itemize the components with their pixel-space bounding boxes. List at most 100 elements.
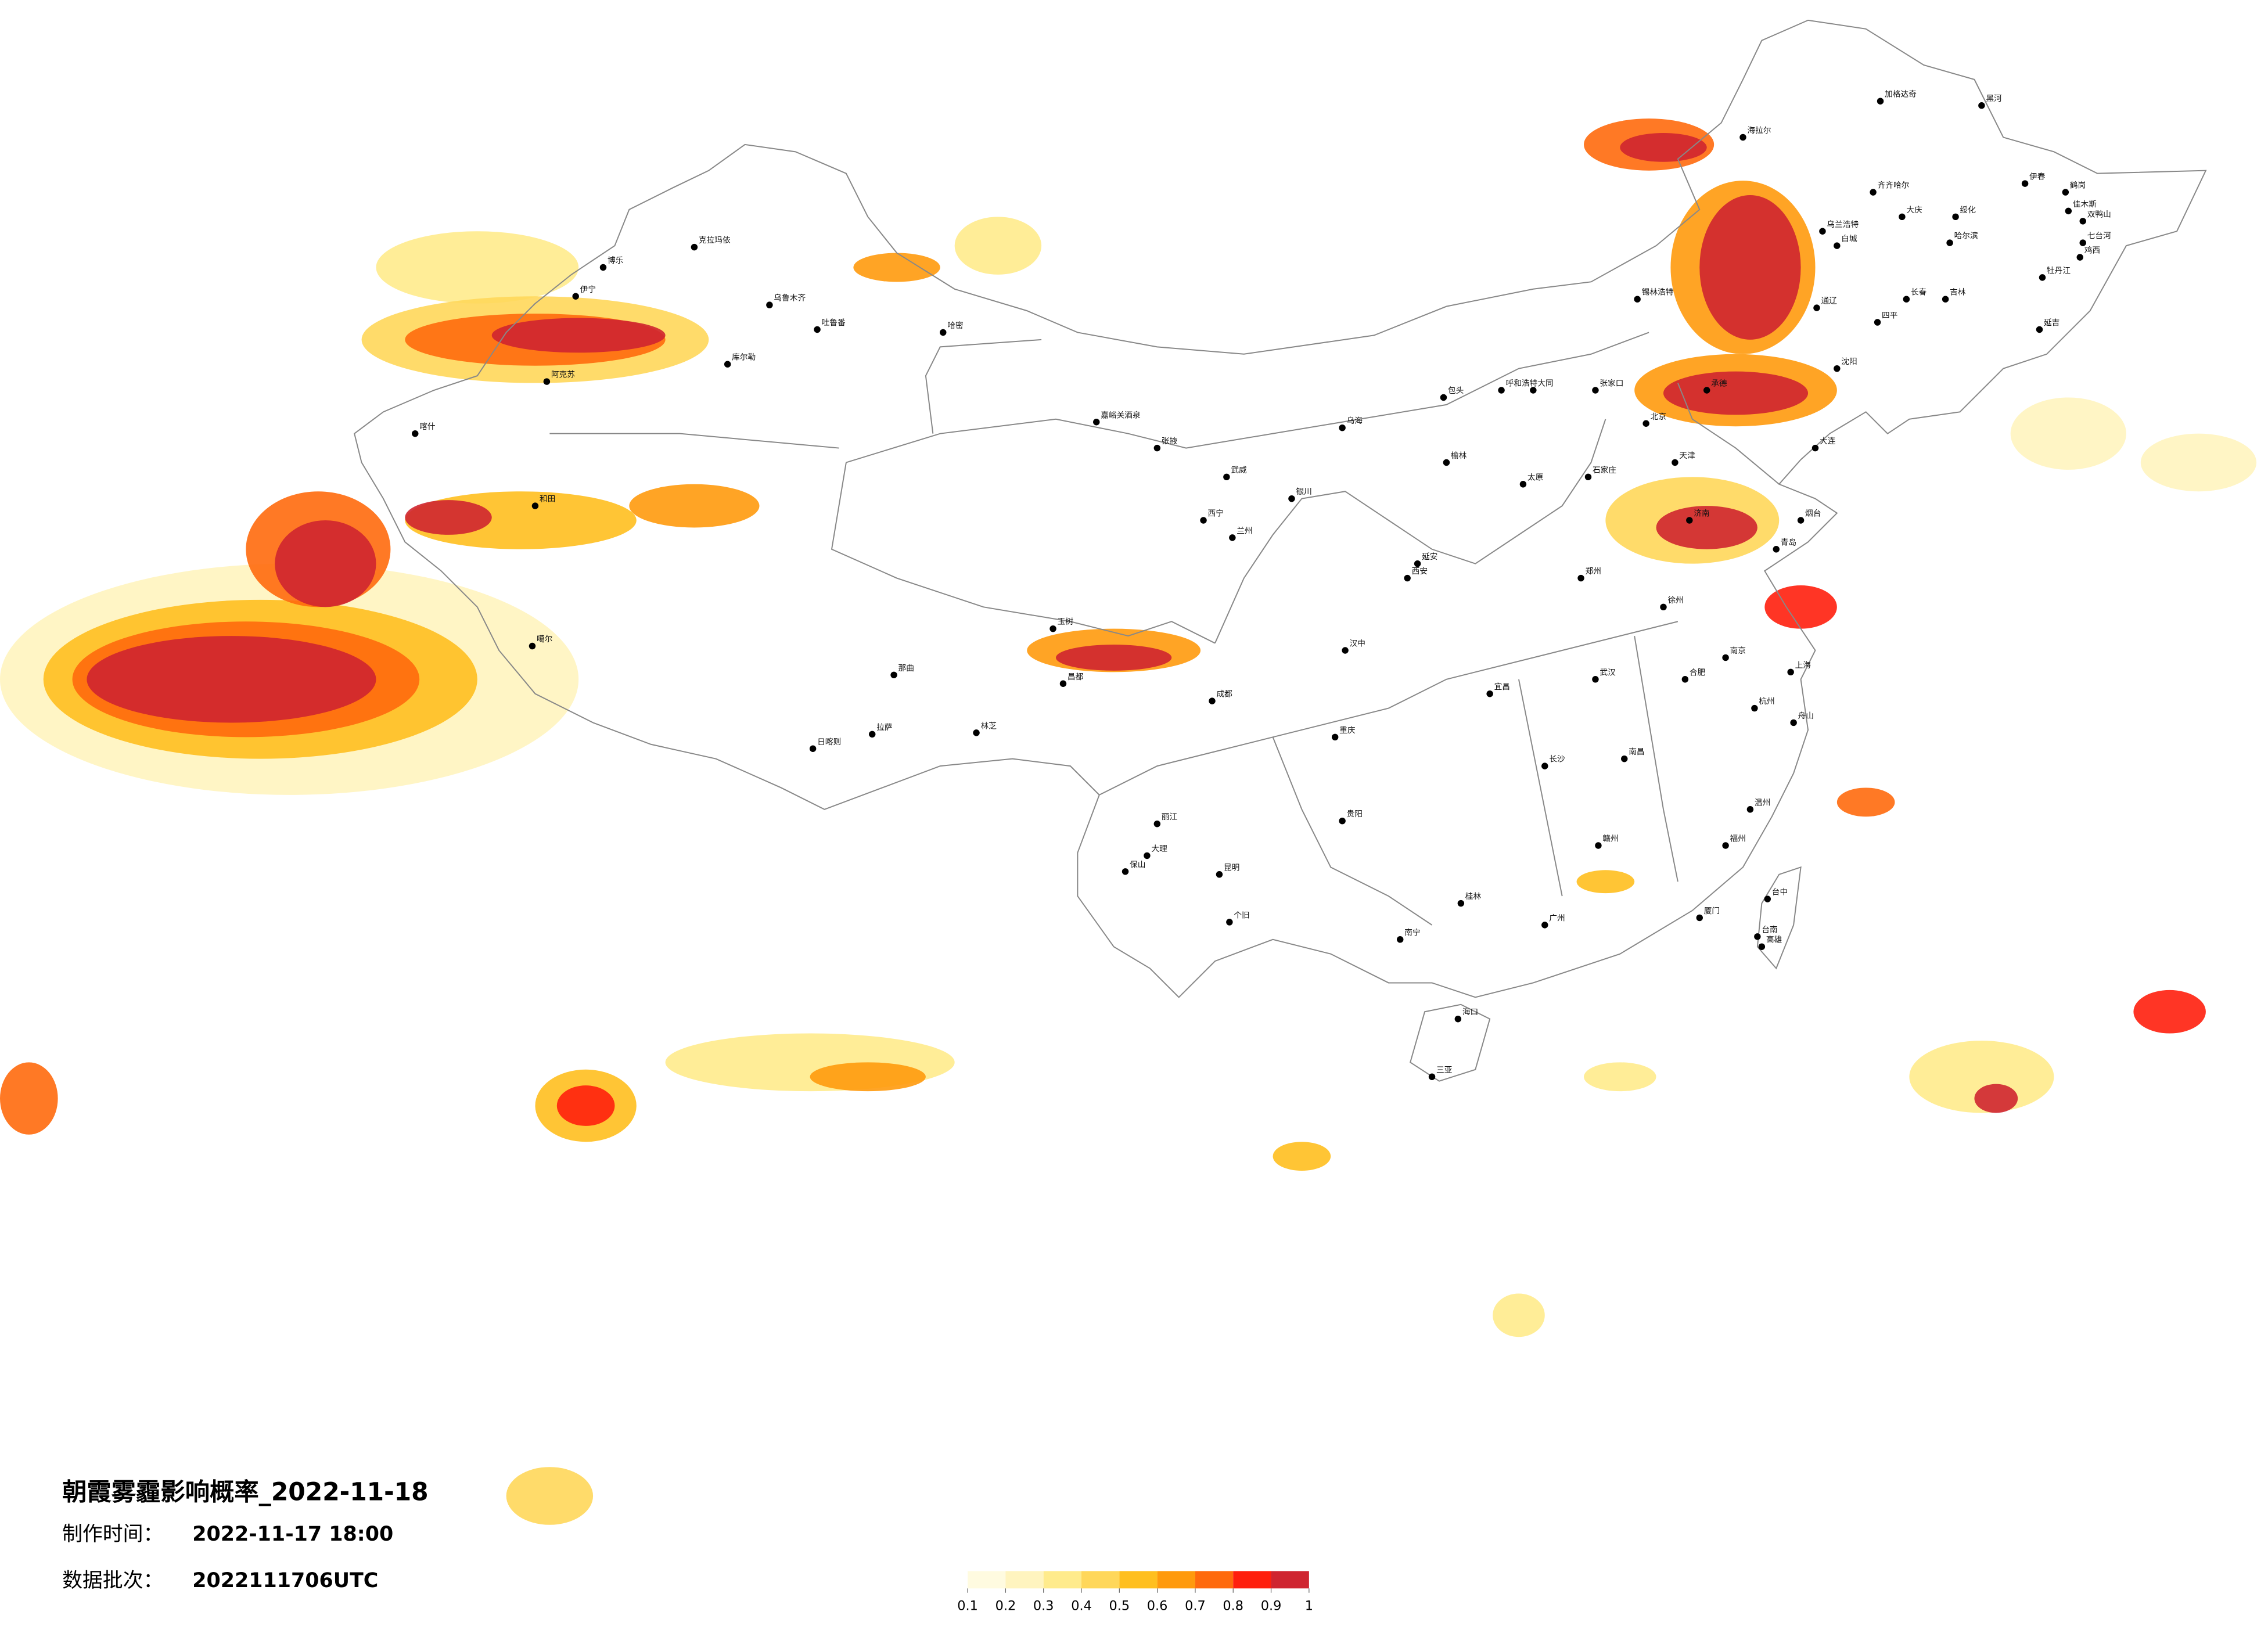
city-label: 克拉玛依 <box>699 236 731 245</box>
heat-patch <box>1273 1142 1331 1171</box>
heat-patch <box>556 1085 615 1126</box>
city-label: 青岛 <box>1781 538 1796 547</box>
city-dot <box>890 671 897 679</box>
legend-tick-label: 0.3 <box>1033 1599 1054 1614</box>
city-dot <box>1486 690 1493 697</box>
city-dot <box>814 326 821 333</box>
legend-tick-label: 0.5 <box>1109 1599 1130 1614</box>
heat-patch <box>1056 645 1172 671</box>
heat-patch <box>629 484 760 528</box>
city-dot <box>1342 647 1349 654</box>
city-dot <box>766 301 773 308</box>
city-label: 库尔勒 <box>732 353 756 362</box>
city-label: 喀什 <box>419 422 436 431</box>
city-label: 宜昌 <box>1494 682 1510 692</box>
city-dot <box>1339 817 1346 825</box>
city-label: 伊宁 <box>580 285 596 294</box>
city-dot <box>1739 134 1746 141</box>
city-label: 天津 <box>1679 451 1695 461</box>
city-label: 延吉 <box>2044 318 2059 328</box>
city-dot <box>2079 218 2086 225</box>
city-dot <box>1870 189 1877 196</box>
city-dot <box>1428 1073 1436 1080</box>
heat-patch <box>87 636 376 723</box>
city-label: 西安 <box>1412 567 1428 576</box>
heat-patch <box>1620 132 1707 162</box>
city-dot <box>724 361 731 368</box>
city-label: 厦门 <box>1704 906 1720 916</box>
city-dot <box>2021 180 2029 187</box>
country-border <box>354 19 2207 998</box>
city-dot <box>1457 900 1465 907</box>
city-dot <box>1642 420 1649 427</box>
legend-swatch <box>1043 1571 1082 1589</box>
city-dot <box>1634 296 1641 303</box>
city-dot <box>1440 394 1447 401</box>
city-label: 温州 <box>1755 798 1770 807</box>
legend-swatch <box>1233 1571 1271 1589</box>
city-label: 南京 <box>1730 646 1746 656</box>
legend-tick-label: 0.8 <box>1223 1599 1243 1614</box>
city-dot <box>1339 424 1346 431</box>
city-label: 齐齐哈尔 <box>1878 181 1910 190</box>
city-dot <box>1764 895 1771 902</box>
legend-swatch <box>1005 1571 1044 1589</box>
city-label: 张家口 <box>1600 379 1623 388</box>
heat-patch <box>2133 990 2206 1034</box>
city-label: 徐州 <box>1667 596 1683 605</box>
city-label: 桂林 <box>1465 892 1482 901</box>
city-dot <box>2076 254 2083 261</box>
city-dot <box>1498 387 1505 394</box>
city-dot <box>1877 98 1884 105</box>
city-dot <box>1660 603 1667 611</box>
city-dot <box>1153 444 1161 452</box>
city-dot <box>1414 560 1421 567</box>
city-label: 福州 <box>1730 834 1746 844</box>
city-dot <box>1122 868 1129 875</box>
city-label: 博乐 <box>608 256 624 265</box>
city-dot <box>529 642 536 650</box>
city-dot <box>1592 387 1599 394</box>
city-label: 绥化 <box>1960 206 1976 215</box>
city-label: 鸡西 <box>2084 246 2100 256</box>
city-label: 昌都 <box>1067 672 1084 682</box>
city-dot <box>1541 922 1548 929</box>
city-dot <box>1209 697 1216 704</box>
boundaries <box>354 19 2207 1082</box>
city-dot <box>1681 676 1689 683</box>
city-label: 丽江 <box>1162 812 1178 822</box>
city-label: 乌海 <box>1347 416 1363 426</box>
city-dot <box>1834 365 1841 372</box>
city-dot <box>1787 668 1794 676</box>
city-label: 哈尔滨 <box>1954 232 1978 241</box>
city-label: 和田 <box>540 495 555 504</box>
city-dot <box>940 329 947 336</box>
city-dot <box>1226 919 1233 926</box>
city-dot <box>1404 574 1411 582</box>
city-dot <box>1592 676 1599 683</box>
city-dot <box>973 729 980 736</box>
city-label: 石家庄 <box>1593 465 1616 475</box>
city-label: 张掖 <box>1162 437 1178 446</box>
city-dot <box>1811 444 1819 452</box>
batch-label: 数据批次： <box>62 1569 163 1592</box>
city-label: 双鸭山 <box>2087 210 2111 219</box>
city-label: 大理 <box>1151 844 1167 854</box>
city-dot <box>1229 534 1236 541</box>
city-dot <box>1144 852 1151 859</box>
legend-swatch <box>1271 1571 1309 1589</box>
city-label: 济南 <box>1694 509 1709 519</box>
city-label: 榆林 <box>1451 451 1467 461</box>
city-dot <box>2065 207 2072 215</box>
city-dot <box>1686 517 1693 524</box>
city-label: 昆明 <box>1224 863 1239 872</box>
city-dot <box>2039 274 2046 281</box>
heat-patch <box>954 217 1042 275</box>
heat-patch <box>1836 787 1895 817</box>
heat-patch <box>0 1062 58 1135</box>
city-dot <box>2036 326 2043 333</box>
city-label: 吉林 <box>1950 288 1966 297</box>
legend-tick-label: 1 <box>1305 1599 1313 1614</box>
heat-patch <box>1584 1062 1656 1092</box>
